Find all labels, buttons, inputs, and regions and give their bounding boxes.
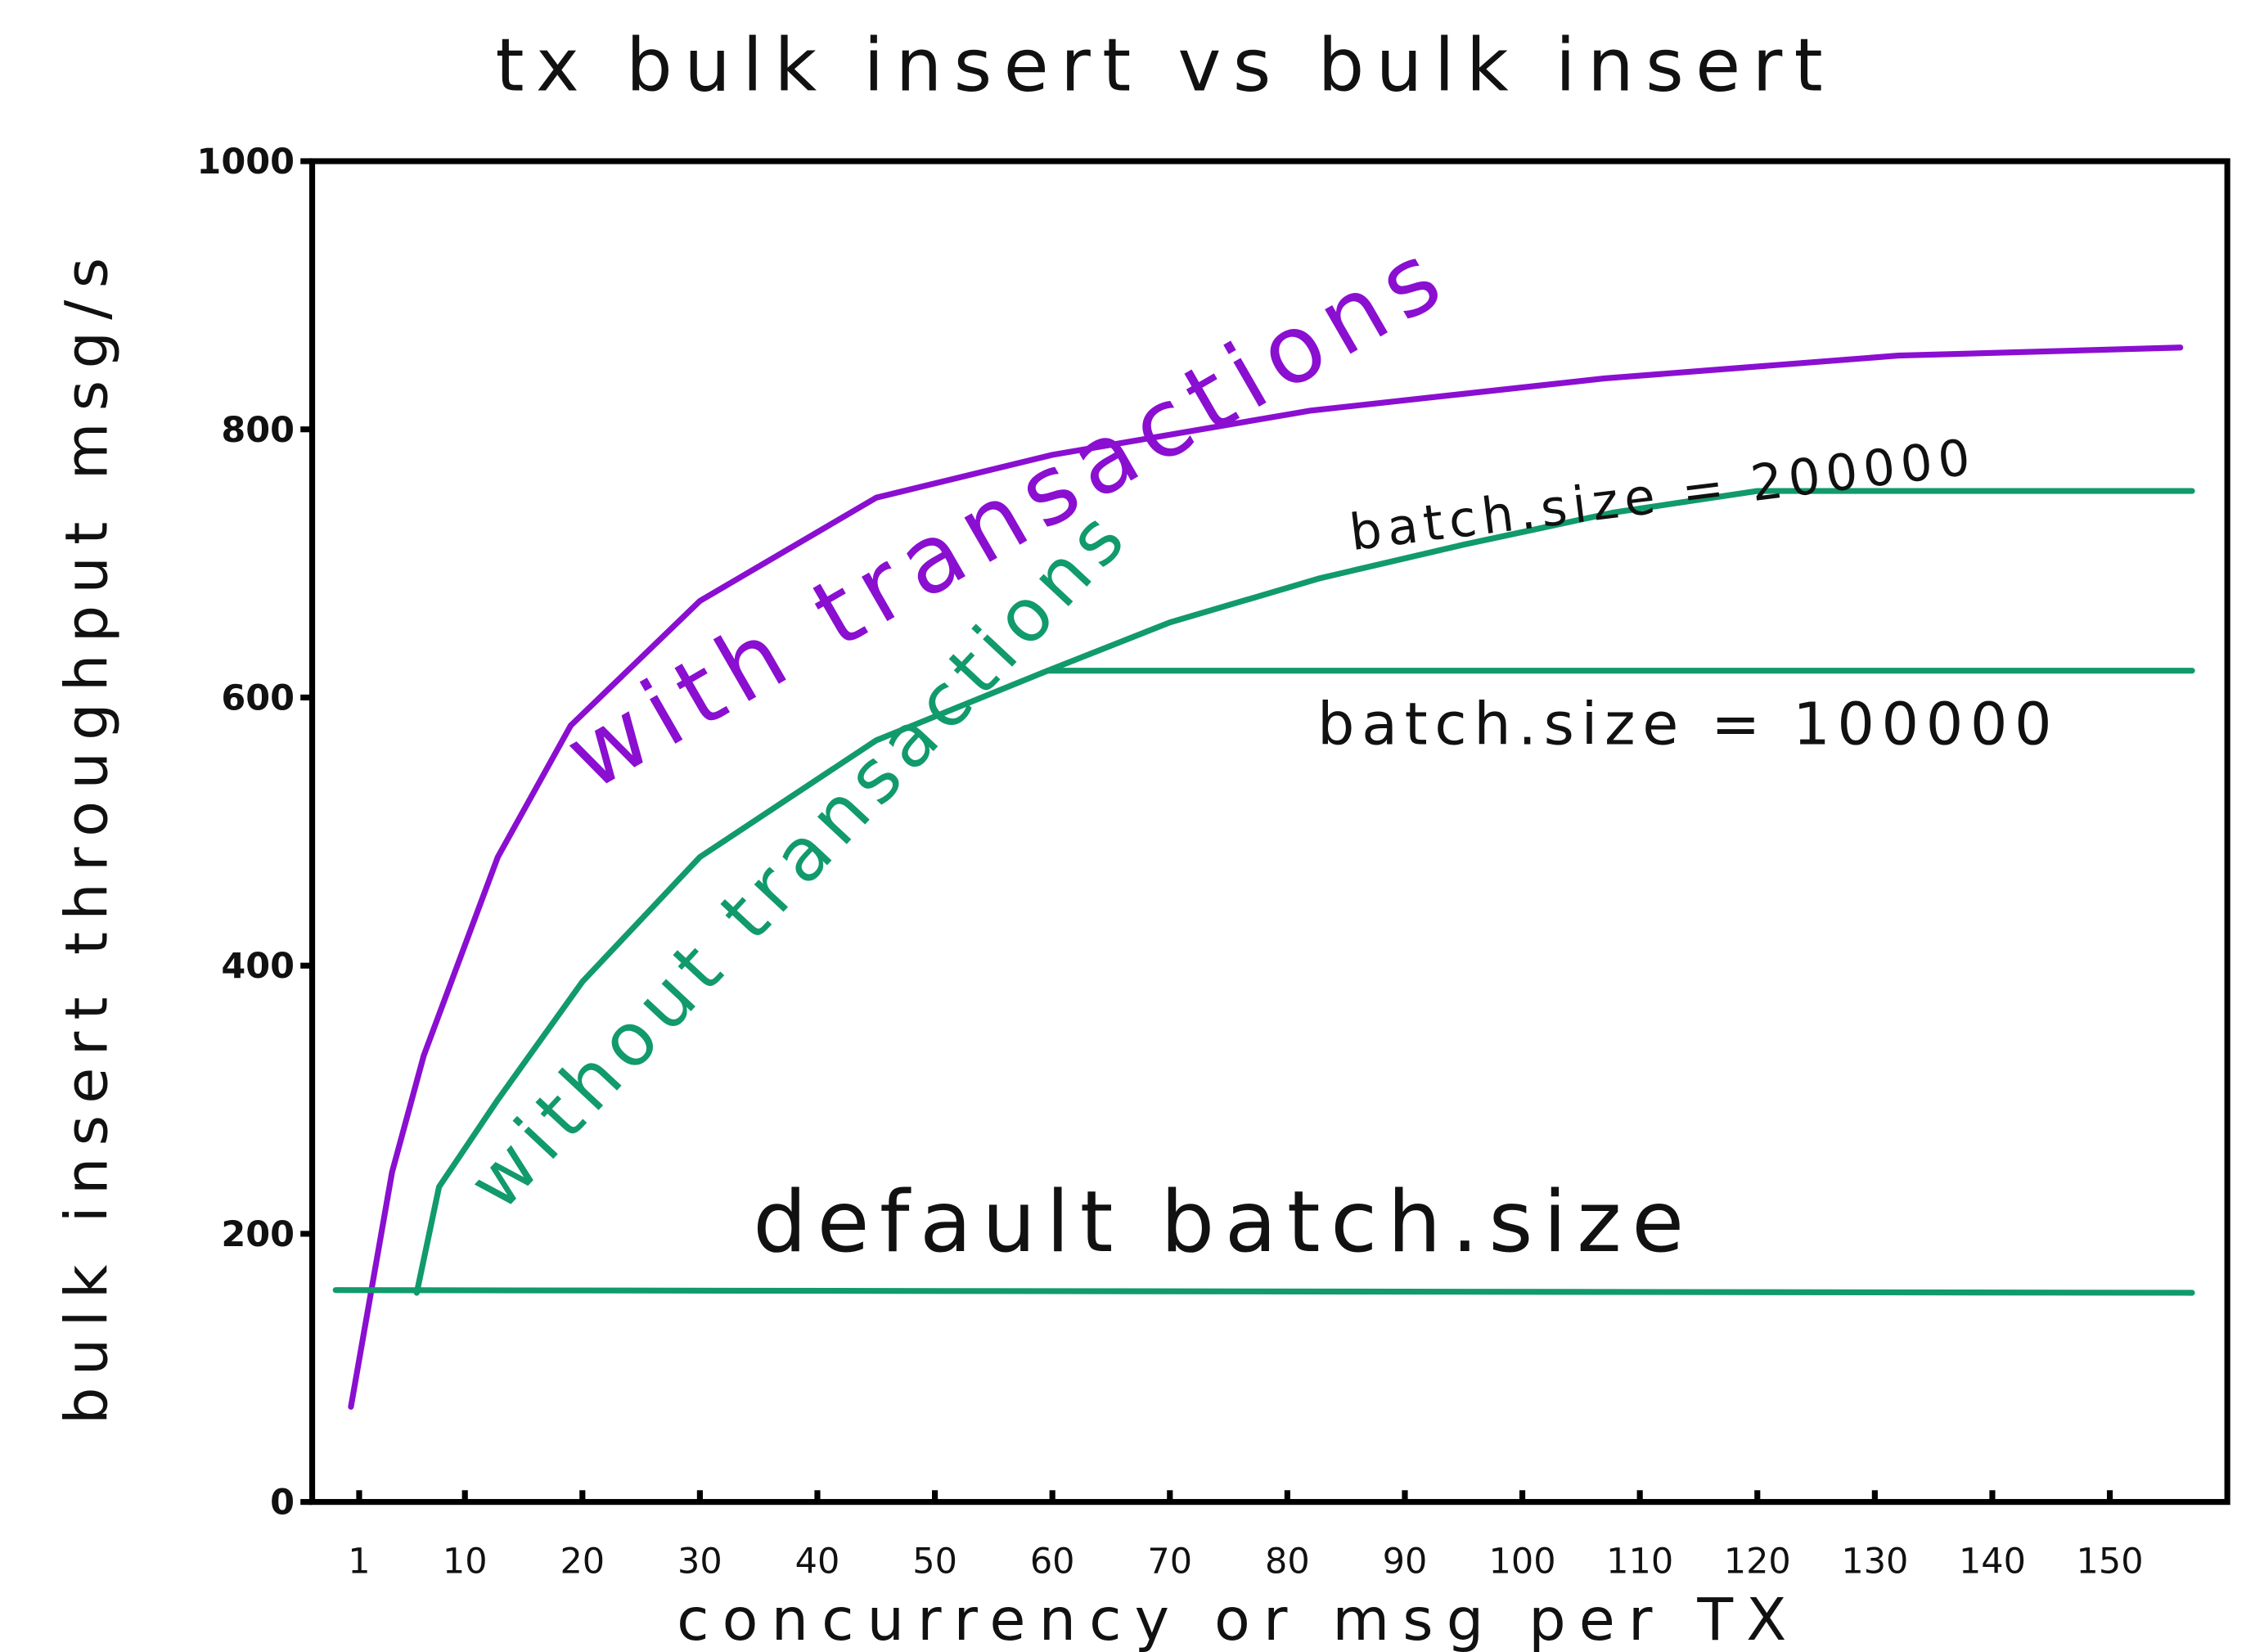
y-tick-label: 200 [221,1214,295,1255]
series-label: default batch.size [753,1173,1694,1272]
series-label: batch.size = 100000 [1317,691,2059,758]
series-line [413,668,1051,1296]
y-tick-label: 0 [270,1483,295,1524]
x-tick-label: 110 [1606,1541,1673,1582]
series-line [348,344,2184,1410]
x-tick-label: 70 [1147,1541,1192,1582]
x-tick-label: 150 [2077,1541,2144,1582]
x-tick-label: 60 [1030,1541,1075,1582]
y-tick-label: 1000 [196,142,295,182]
x-tick-label: 100 [1489,1541,1556,1582]
x-tick-label: 140 [1959,1541,2026,1582]
x-axis-label: concurrency or msg per TX [677,1586,1799,1652]
y-tick-label: 400 [221,946,295,987]
x-tick-label: 10 [443,1541,488,1582]
y-tick-label: 600 [221,678,295,719]
series-line [332,1287,2195,1296]
x-tick-label: 130 [1841,1541,1908,1582]
x-tick-label: 1 [348,1541,370,1582]
x-tick-label: 80 [1265,1541,1310,1582]
y-axis-label: bulk insert throughput msg/s [53,246,121,1425]
x-tick-label: 30 [677,1541,722,1582]
x-tick-label: 90 [1383,1541,1428,1582]
x-tick-label: 20 [560,1541,605,1582]
x-tick-label: 40 [795,1541,840,1582]
series-line [1044,488,2195,674]
plot-frame [308,158,2230,1506]
x-tick-label: 50 [912,1541,957,1582]
x-tick-label: 120 [1724,1541,1791,1582]
y-tick-label: 800 [221,410,295,451]
chart-title: tx bulk insert vs bulk insert [495,23,1834,108]
series-label: batch.size = 200000 [1347,428,1979,562]
